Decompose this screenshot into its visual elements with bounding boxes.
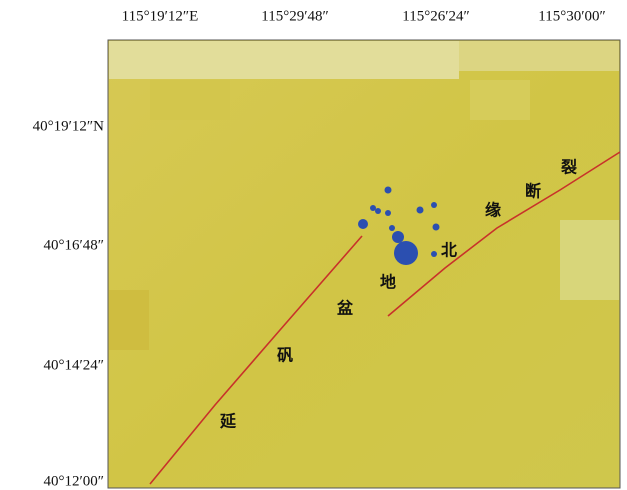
- latitude-labels: 40°19′12″N 40°16′48″ 40°14′24″ 40°12′00″: [33, 118, 105, 489]
- epicenter: [394, 241, 418, 265]
- annotation: 地: [380, 273, 396, 292]
- epicenter: [417, 207, 424, 214]
- latitude-label: 40°19′12″N: [33, 118, 105, 134]
- latitude-label: 40°14′24″: [43, 357, 104, 373]
- annotation: 矾: [277, 347, 293, 365]
- epicenter: [385, 210, 391, 216]
- annotation: 断: [525, 182, 541, 201]
- longitude-label: 115°29′48″: [261, 8, 328, 24]
- epicenter: [370, 205, 376, 211]
- tile: [109, 290, 149, 350]
- tile: [560, 220, 619, 300]
- epicenter: [392, 231, 404, 243]
- light-band: [109, 41, 459, 79]
- latitude-label: 40°16′48″: [43, 237, 104, 253]
- latitude-label: 40°12′00″: [43, 473, 104, 489]
- annotation: 缘: [485, 201, 501, 220]
- map-frame: [108, 40, 620, 488]
- epicenter: [375, 208, 381, 214]
- epicenter: [358, 219, 368, 229]
- annotation: 延: [219, 412, 237, 431]
- annotation: 裂: [560, 158, 577, 177]
- map: 115°19′12″E 115°29′48″ 115°26′24″ 115°30…: [0, 0, 627, 490]
- epicenter: [433, 224, 440, 231]
- tile: [150, 80, 230, 120]
- epicenter: [385, 187, 392, 194]
- epicenter: [431, 251, 437, 257]
- tile: [470, 80, 530, 120]
- longitude-labels: 115°19′12″E 115°29′48″ 115°26′24″ 115°30…: [122, 8, 606, 24]
- longitude-label: 115°30′00″: [538, 8, 605, 24]
- annotation: 北: [441, 242, 457, 260]
- longitude-label: 115°19′12″E: [122, 8, 199, 24]
- light-band: [459, 41, 619, 71]
- longitude-label: 115°26′24″: [402, 8, 469, 24]
- epicenter: [389, 225, 395, 231]
- annotation: 盆: [336, 299, 354, 318]
- epicenter: [431, 202, 437, 208]
